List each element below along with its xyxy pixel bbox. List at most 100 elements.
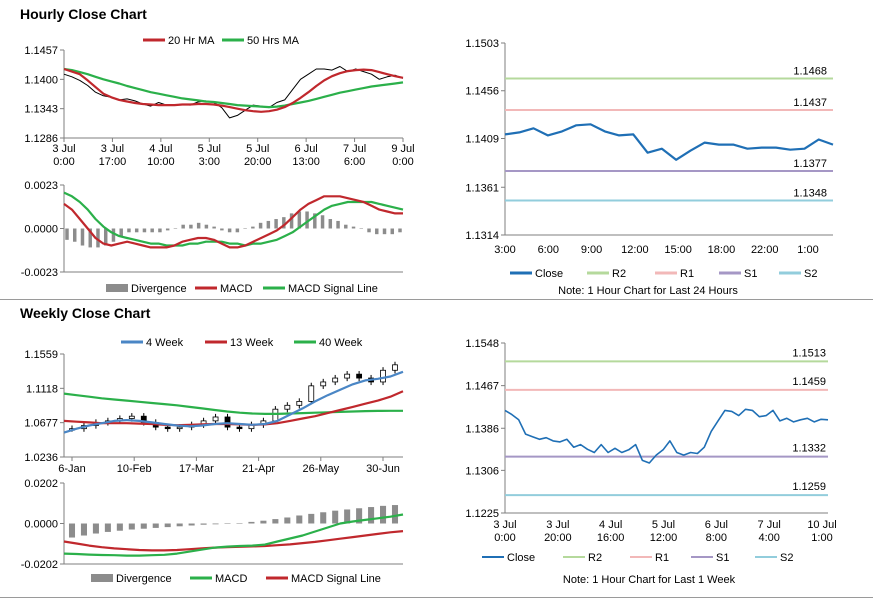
weekly-levels-x-tick-date: 5 Jul <box>652 519 675 531</box>
weekly-divergence-bar <box>320 512 327 524</box>
weekly-levels-legend-r2-label: R2 <box>588 552 602 564</box>
weekly-levels-x-tick-date: 4 Jul <box>599 519 622 531</box>
hourly-divergence-bar <box>88 228 92 248</box>
hourly-divergence-bar <box>204 224 209 229</box>
hourly-price-x-tick-time: 0:00 <box>392 156 413 168</box>
hourly-levels-x-tick-label: 18:00 <box>708 244 736 256</box>
weekly-levels-note: Note: 1 Hour Chart for Last 1 Week <box>563 574 736 586</box>
weekly-price-x-tick-label: 21-Apr <box>242 463 275 475</box>
hourly-price-y-tick-label: 1.1343 <box>24 104 58 116</box>
hourly-divergence-bar <box>150 228 154 233</box>
weekly-levels-x-tick-date: 3 Jul <box>493 519 516 531</box>
weekly-levels-x-tick-time: 0:00 <box>494 532 515 544</box>
bottom-divider <box>0 597 873 598</box>
hourly-divergence-bar <box>235 228 240 233</box>
weekly-levels-legend-r1-label: R1 <box>655 552 669 564</box>
weekly-divergence-bar <box>236 523 243 524</box>
weekly-levels-x-tick-time: 4:00 <box>758 532 779 544</box>
weekly-divergence-bar <box>391 505 399 524</box>
hourly-divergence-bar <box>258 222 263 229</box>
weekly-divergence-bar <box>140 523 147 529</box>
hourly-levels-legend-s2-label: S2 <box>804 268 817 280</box>
hourly-divergence-bar <box>266 220 271 229</box>
weekly-levels-y-tick-label: 1.1225 <box>465 508 499 520</box>
weekly-level-r1-label: 1.1459 <box>792 376 826 388</box>
weekly-levels-x-tick-time: 16:00 <box>597 532 625 544</box>
hourly-divergence-bar <box>320 215 325 229</box>
weekly-levels-x-tick-time: 1:00 <box>811 532 832 544</box>
weekly-divergence-bar <box>284 517 291 524</box>
hourly-levels-legend-r1-label: R1 <box>680 268 694 280</box>
hourly-price-x-tick-date: 6 Jul <box>295 143 318 155</box>
hourly-price-y-tick-label: 1.1457 <box>24 45 58 57</box>
hourly-divergence-bar <box>158 228 162 233</box>
hourly-price-x-tick-time: 10:00 <box>147 156 175 168</box>
hourly-legend-divergence-label: Divergence <box>131 283 187 295</box>
weekly-levels-x-tick-date: 6 Jul <box>705 519 728 531</box>
hourly-levels-note: Note: 1 Hour Chart for Last 24 Hours <box>558 285 738 297</box>
weekly-macd-y-tick-label: 0.0000 <box>24 519 58 531</box>
weekly-macd-y-tick-label: -0.0202 <box>21 559 58 571</box>
weekly-levels-legend-close-label: Close <box>507 552 535 564</box>
hourly-levels-legend-r2-label: R2 <box>612 268 626 280</box>
weekly-candle-body <box>224 416 231 428</box>
weekly-40-week-line <box>63 392 403 415</box>
weekly-candle-body <box>344 373 351 379</box>
weekly-divergence-bar <box>248 521 255 524</box>
weekly-divergence-bar <box>80 523 87 536</box>
weekly-candle-body <box>392 364 398 371</box>
hourly-ma50-line <box>63 67 404 109</box>
weekly-divergence-bar <box>152 523 159 528</box>
hourly-divergence-bar <box>359 228 364 229</box>
weekly-divergence-bar <box>188 523 195 526</box>
hourly-levels-x-tick-label: 3:00 <box>494 244 515 256</box>
weekly-divergence-bar <box>296 515 303 524</box>
weekly-divergence-bar <box>68 523 76 538</box>
hourly-divergence-bar <box>251 226 255 229</box>
weekly-levels-x-tick-date: 10 Jul <box>807 519 836 531</box>
hourly-divergence-bar <box>73 228 77 242</box>
weekly-levels-x-tick-date: 7 Jul <box>758 519 781 531</box>
hourly-legend-signal-label: MACD Signal Line <box>288 283 378 295</box>
weekly-price-y-tick-label: 1.0677 <box>24 418 58 430</box>
hourly-levels-x-tick-label: 1:00 <box>797 244 818 256</box>
hourly-levels-y-tick-label: 1.1409 <box>465 133 499 145</box>
hourly-divergence-bar <box>367 228 371 233</box>
weekly-candle-body <box>236 426 243 430</box>
weekly-divergence-bar <box>92 523 99 534</box>
hourly-levels-x-tick-label: 12:00 <box>621 244 649 256</box>
hourly-levels-x-tick-label: 15:00 <box>664 244 692 256</box>
weekly-divergence-bar <box>116 523 123 531</box>
hourly-level-r1-label: 1.1437 <box>793 97 827 109</box>
hourly-divergence-bar <box>328 219 333 229</box>
hourly-levels-legend-s1-label: S1 <box>744 268 757 280</box>
hourly-macd-y-tick-label: 0.0000 <box>24 224 58 236</box>
hourly-divergence-bar <box>344 224 348 229</box>
weekly-divergence-bar <box>200 523 207 525</box>
weekly-price-x-tick-label: 17-Mar <box>179 463 214 475</box>
weekly-divergence-bar <box>308 513 315 524</box>
weekly-levels-x-tick-time: 8:00 <box>706 532 727 544</box>
hourly-level-s2-label: 1.1348 <box>793 187 827 199</box>
hourly-divergence-bar <box>103 228 108 246</box>
weekly-legend-13-week-label: 13 Week <box>230 337 274 349</box>
hourly-divergence-bar <box>127 228 131 233</box>
weekly-divergence-bar <box>272 519 279 524</box>
hourly-divergence-bar <box>142 228 147 233</box>
weekly-macd-y-tick-label: 0.0202 <box>24 478 58 490</box>
hourly-price-x-tick-time: 0:00 <box>53 156 74 168</box>
hourly-price-y-tick-label: 1.1400 <box>24 74 58 86</box>
weekly-levels-close-line <box>504 408 829 464</box>
hourly-macd-signal-line <box>63 191 404 247</box>
weekly-legend-divergence-swatch <box>91 574 113 582</box>
weekly-divergence-bar <box>368 507 375 524</box>
hourly-divergence-bar <box>305 211 309 229</box>
weekly-4-week-line <box>63 370 404 434</box>
weekly-level-r2-label: 1.1513 <box>792 347 826 359</box>
weekly-macd-line <box>63 513 404 557</box>
hourly-divergence-bar <box>111 228 116 242</box>
hourly-divergence-bar <box>80 228 85 246</box>
hourly-close-line <box>63 66 404 119</box>
weekly-levels-y-tick-label: 1.1548 <box>465 338 499 350</box>
